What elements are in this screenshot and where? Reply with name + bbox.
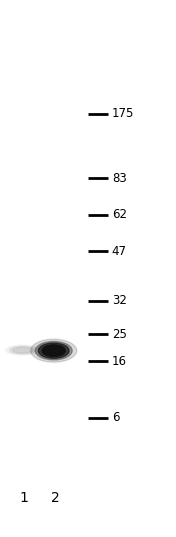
Ellipse shape xyxy=(9,346,36,354)
Text: 6: 6 xyxy=(112,411,119,424)
Text: 175: 175 xyxy=(112,107,134,120)
Ellipse shape xyxy=(6,345,40,355)
Ellipse shape xyxy=(12,347,33,353)
Ellipse shape xyxy=(38,343,69,358)
Ellipse shape xyxy=(42,345,65,357)
Ellipse shape xyxy=(31,339,77,362)
Text: 25: 25 xyxy=(112,328,127,340)
Text: 1: 1 xyxy=(19,491,28,505)
Text: 32: 32 xyxy=(112,294,127,307)
Text: 62: 62 xyxy=(112,208,127,221)
Ellipse shape xyxy=(35,342,72,360)
Text: 16: 16 xyxy=(112,355,127,368)
Text: 2: 2 xyxy=(51,491,60,505)
Text: 47: 47 xyxy=(112,245,127,258)
Text: 83: 83 xyxy=(112,172,127,185)
